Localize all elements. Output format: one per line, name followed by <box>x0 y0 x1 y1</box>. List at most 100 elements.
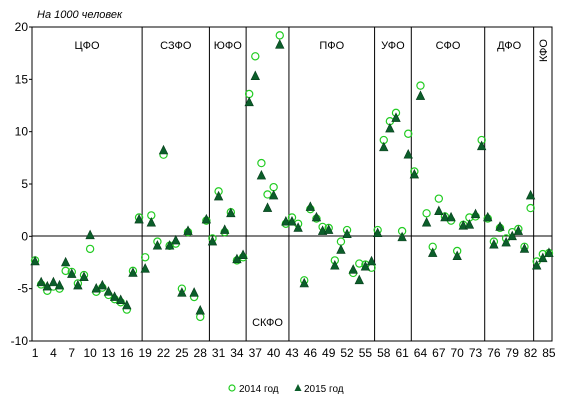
point-2015 <box>268 189 279 200</box>
point-2015 <box>366 255 377 266</box>
x-tick-label: 19 <box>138 346 152 360</box>
x-tick-label: 37 <box>249 346 263 360</box>
point-2015 <box>158 144 169 155</box>
point-2015 <box>501 236 511 247</box>
point-2014 <box>434 194 444 203</box>
point-2015 <box>317 225 328 235</box>
point-2015 <box>538 252 548 263</box>
legend-label-2015: 2015 год <box>304 384 344 395</box>
point-2015 <box>470 208 481 219</box>
point-2015 <box>324 224 334 234</box>
point-2015 <box>519 243 530 253</box>
y-tick-label: -10 <box>11 334 29 348</box>
point-2015 <box>256 169 267 180</box>
point-2015 <box>360 261 371 271</box>
region-label: СФО <box>436 40 461 52</box>
point-2015 <box>495 221 505 231</box>
point-2015 <box>189 287 199 297</box>
point-2015 <box>281 216 291 226</box>
point-2015 <box>513 225 524 235</box>
point-2015 <box>403 149 413 159</box>
region-label: КФО <box>538 39 550 62</box>
y-tick-label: 20 <box>15 20 29 34</box>
region-labels: ЦФО СЗФО ЮФО СКФО ПФО УФО СФО ДФО КФО <box>75 39 550 329</box>
point-2015 <box>128 267 138 277</box>
point-2015 <box>103 286 114 296</box>
x-tick-label: 61 <box>395 346 409 360</box>
x-tick-label: 43 <box>285 346 299 360</box>
point-2014 <box>269 182 278 192</box>
point-2015 <box>489 239 499 249</box>
point-2015 <box>73 279 83 290</box>
point-2015 <box>409 168 420 179</box>
x-tick-label: 76 <box>487 346 501 360</box>
point-2014 <box>263 190 272 199</box>
point-2015 <box>201 213 212 224</box>
point-2015 <box>311 211 322 222</box>
point-2015 <box>146 217 156 227</box>
point-2015 <box>330 259 340 270</box>
x-tick-label: 1 <box>32 346 39 360</box>
point-2015 <box>415 90 426 100</box>
x-tick-label: 7 <box>68 346 75 360</box>
point-2015 <box>60 256 71 267</box>
point-2015 <box>164 240 175 250</box>
point-2014 <box>422 209 431 218</box>
region-label: ЮФО <box>214 40 242 52</box>
point-2015 <box>483 211 493 222</box>
point-2015 <box>507 230 517 241</box>
point-2015 <box>287 216 297 226</box>
x-tick-label: 73 <box>469 346 483 360</box>
point-2015 <box>458 220 468 230</box>
point-2015 <box>434 205 444 216</box>
point-2015 <box>342 228 352 239</box>
x-tick-label: 55 <box>359 346 373 360</box>
point-2015 <box>379 141 389 152</box>
x-tick-label: 70 <box>450 346 464 360</box>
legend-marker-2015 <box>294 384 302 391</box>
point-2015 <box>226 207 236 218</box>
x-tick-label: 31 <box>212 346 226 360</box>
point-2014 <box>404 129 413 138</box>
y-axis-label: На 1000 человек <box>37 9 123 21</box>
point-2015 <box>421 217 432 227</box>
x-tick-label: 13 <box>102 346 116 360</box>
point-2015 <box>293 222 303 232</box>
y-tick-label: 15 <box>15 72 29 86</box>
point-2015 <box>440 211 450 222</box>
x-tick-label: 28 <box>194 346 208 360</box>
point-2014 <box>85 244 95 254</box>
x-tick-label: 52 <box>340 346 354 360</box>
x-tick-label: 46 <box>304 346 318 360</box>
point-2015 <box>525 189 536 200</box>
point-2014 <box>140 253 150 262</box>
x-tick-label: 49 <box>322 346 336 360</box>
point-2015 <box>97 279 108 290</box>
x-tick-label: 67 <box>432 346 446 360</box>
region-label: СКФО <box>252 317 283 329</box>
x-tick-labels: 1 4 7 10 13 16 19 22 25 28 31 34 37 40 43 46 49 52 55 58 61 6… <box>32 346 556 360</box>
point-2014 <box>526 203 535 213</box>
point-2015 <box>152 240 163 250</box>
x-tick-label: 4 <box>50 346 57 360</box>
point-2014 <box>257 158 266 168</box>
legend-label-2014: 2014 год <box>239 384 279 395</box>
x-tick-label: 64 <box>414 346 428 360</box>
point-2015 <box>30 255 40 266</box>
y-tick-labels: -10 -5 0 5 10 15 20 <box>11 20 32 348</box>
point-2015 <box>220 224 230 234</box>
point-2015 <box>385 122 395 133</box>
region-label: ПФО <box>319 40 344 52</box>
point-2015 <box>532 259 542 270</box>
x-tick-label: 85 <box>542 346 556 360</box>
point-2015 <box>195 304 205 315</box>
point-2015 <box>67 268 77 278</box>
region-label: УФО <box>381 40 405 52</box>
point-2015 <box>183 225 193 235</box>
point-2015 <box>354 274 364 285</box>
point-2015 <box>275 39 285 49</box>
point-2014 <box>244 89 254 99</box>
point-2014 <box>61 266 70 276</box>
legend: 2014 год 2015 год <box>228 384 344 395</box>
